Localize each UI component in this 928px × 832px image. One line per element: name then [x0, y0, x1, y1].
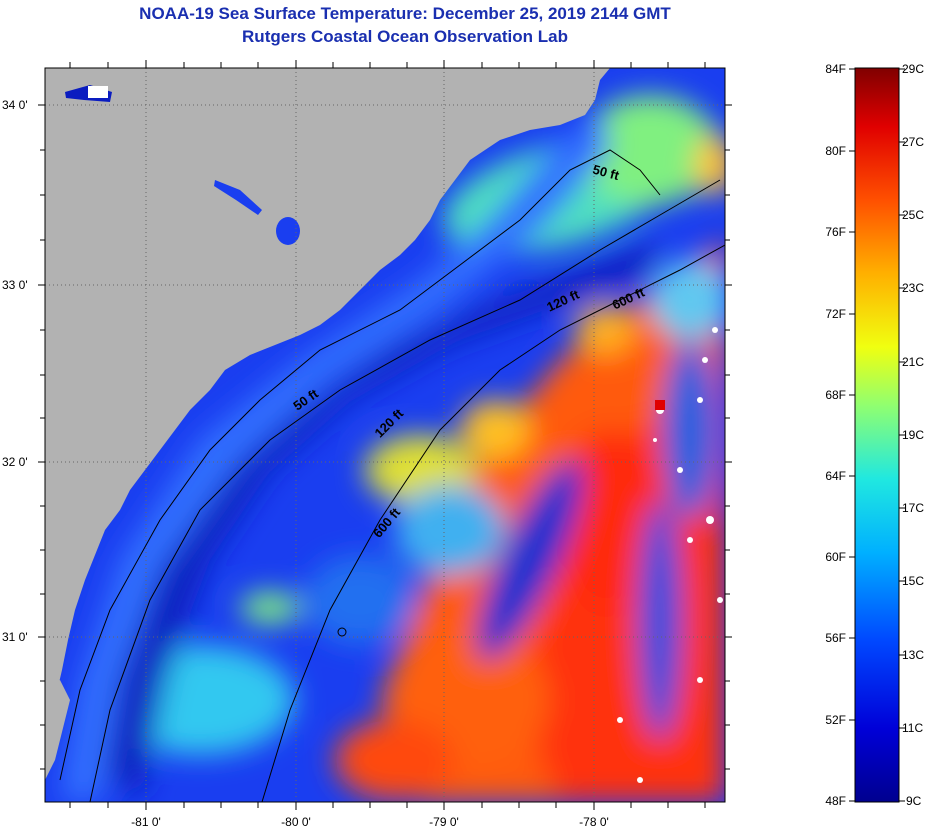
lake [276, 217, 300, 245]
lat-label-32: 32 0' [2, 455, 28, 469]
lon-label-78: -78 0' [579, 815, 609, 829]
colorbar-f-label: 48F [825, 794, 846, 808]
cloud-speckles [617, 327, 723, 783]
colorbar-gradient [854, 67, 900, 803]
colorbar-f-label: 64F [825, 469, 846, 483]
lon-ticks [69, 802, 706, 810]
colorbar: 84F 80F 76F 72F 68F 64F 60F 56F 52F 48F … [825, 62, 924, 808]
colorbar-c-label: 17C [902, 501, 924, 515]
colorbar-c-label: 11C [902, 721, 923, 735]
lon-ticks-top [69, 60, 706, 68]
contour-120ft [89, 179, 721, 802]
lat-label-33: 33 0' [2, 278, 28, 292]
lon-label-79: -79 0' [429, 815, 459, 829]
lat-ticks-right [725, 104, 732, 770]
colorbar-f-label: 60F [825, 550, 846, 564]
contour-600ft [261, 244, 725, 802]
map-frame [44, 67, 726, 803]
contour-50ft [59, 149, 661, 781]
lake [214, 180, 262, 215]
lat-label-34: 34 0' [2, 98, 28, 112]
land-area-south [45, 680, 70, 780]
grid-lines [45, 68, 725, 802]
sst-field [60, 95, 725, 802]
colorbar-f-label: 68F [825, 388, 846, 402]
colorbar-f-label: 56F [825, 631, 846, 645]
colorbar-c-label: 9C [906, 794, 922, 808]
colorbar-f-label: 52F [825, 713, 846, 727]
colorbar-ticks [849, 68, 905, 802]
colorbar-c-label: 29C [902, 62, 924, 76]
contour-label-50ft-north: 50 ft [591, 162, 621, 184]
colorbar-f-label: 76F [825, 225, 846, 239]
colorbar-c-label: 13C [902, 648, 924, 662]
map-title: NOAA-19 Sea Surface Temperature: Decembe… [139, 4, 671, 23]
colorbar-c-label: 23C [902, 281, 924, 295]
lat-ticks [38, 104, 45, 770]
sst-map: 50 ft 120 ft 600 ft 50 ft 120 ft 600 ft [45, 68, 725, 802]
colorbar-c-label: 21C [902, 355, 924, 369]
colorbar-f-label: 80F [825, 144, 846, 158]
colorbar-c-label: 25C [902, 208, 924, 222]
map-subtitle: Rutgers Coastal Ocean Observation Lab [242, 27, 568, 46]
lon-label-81: -81 0' [131, 815, 161, 829]
colorbar-f-label: 84F [825, 62, 846, 76]
colorbar-c-label: 15C [902, 574, 924, 588]
land-area [45, 68, 610, 760]
colorbar-f-label: 72F [825, 307, 846, 321]
lon-label-80: -80 0' [281, 815, 311, 829]
colorbar-c-label: 19C [902, 428, 924, 442]
cloud-patch [88, 86, 108, 98]
colorbar-c-label: 27C [902, 135, 924, 149]
bathymetry-contours [59, 149, 725, 802]
warm-spot [655, 400, 665, 410]
lat-label-31: 31 0' [2, 630, 28, 644]
